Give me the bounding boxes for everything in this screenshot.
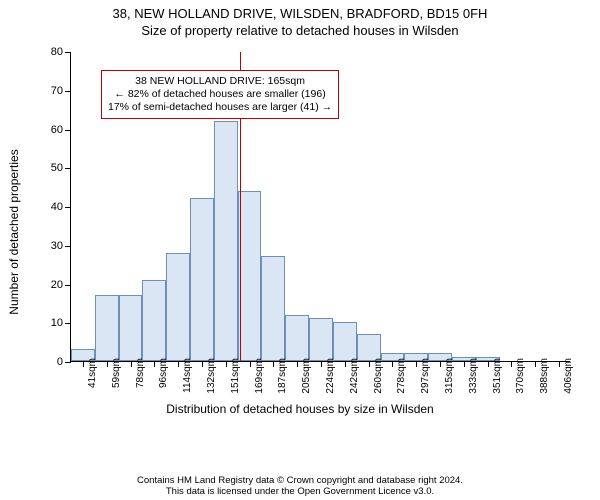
histogram-bar [333, 322, 357, 361]
histogram-bar [238, 191, 262, 362]
x-tick-label: 370sqm [515, 358, 526, 394]
x-tick-label: 41sqm [87, 358, 98, 388]
y-tick [65, 91, 71, 92]
y-tick [65, 362, 71, 363]
x-tick-label: 205sqm [301, 358, 312, 394]
x-tick-label: 406sqm [563, 358, 574, 394]
y-tick-label: 80 [37, 46, 63, 58]
annotation-line: 38 NEW HOLLAND DRIVE: 165sqm [108, 75, 332, 88]
y-tick [65, 323, 71, 324]
y-tick [65, 246, 71, 247]
x-tick [440, 361, 441, 367]
x-tick [416, 361, 417, 367]
y-tick [65, 168, 71, 169]
footer-line: This data is licensed under the Open Gov… [0, 487, 600, 498]
x-tick-label: 169sqm [254, 358, 265, 394]
x-tick [202, 361, 203, 367]
x-tick [131, 361, 132, 367]
x-tick-label: 351sqm [492, 358, 503, 394]
x-tick-label: 297sqm [420, 358, 431, 394]
x-tick [535, 361, 536, 367]
footer: Contains HM Land Registry data © Crown c… [0, 476, 600, 498]
x-tick [83, 361, 84, 367]
y-tick-label: 10 [37, 317, 63, 329]
x-tick-label: 59sqm [111, 358, 122, 388]
chart-area: Number of detached properties 0102030405… [20, 42, 580, 422]
plot-area: 0102030405060708041sqm59sqm78sqm96sqm114… [70, 52, 570, 362]
histogram-bar [166, 253, 190, 362]
x-tick [321, 361, 322, 367]
y-axis-label: Number of detached properties [7, 149, 21, 314]
x-tick-label: 78sqm [135, 358, 146, 388]
x-tick-label: 224sqm [325, 358, 336, 394]
y-tick [65, 130, 71, 131]
x-tick [297, 361, 298, 367]
x-tick-label: 260sqm [373, 358, 384, 394]
x-tick [559, 361, 560, 367]
x-tick [273, 361, 274, 367]
y-tick-label: 40 [37, 201, 63, 213]
y-tick [65, 207, 71, 208]
y-tick-label: 0 [37, 356, 63, 368]
x-tick-label: 315sqm [444, 358, 455, 394]
x-tick [154, 361, 155, 367]
y-tick-label: 60 [37, 124, 63, 136]
annotation-box: 38 NEW HOLLAND DRIVE: 165sqm ← 82% of de… [101, 70, 339, 119]
x-tick [345, 361, 346, 367]
y-tick [65, 285, 71, 286]
x-tick-label: 333sqm [468, 358, 479, 394]
histogram-bar [261, 256, 285, 361]
x-tick-label: 151sqm [230, 358, 241, 394]
chart-title: 38, NEW HOLLAND DRIVE, WILSDEN, BRADFORD… [0, 6, 600, 21]
histogram-bar [357, 334, 381, 361]
annotation-line: 17% of semi-detached houses are larger (… [108, 101, 332, 114]
annotation-line: ← 82% of detached houses are smaller (19… [108, 88, 332, 101]
y-tick [65, 52, 71, 53]
x-tick [226, 361, 227, 367]
histogram-bar [285, 315, 309, 362]
x-tick-label: 132sqm [206, 358, 217, 394]
x-axis-label: Distribution of detached houses by size … [20, 402, 580, 416]
x-tick [392, 361, 393, 367]
histogram-bar [214, 121, 238, 361]
histogram-bar [309, 318, 333, 361]
y-tick-label: 50 [37, 162, 63, 174]
x-tick [511, 361, 512, 367]
x-tick-label: 242sqm [349, 358, 360, 394]
x-tick [464, 361, 465, 367]
x-tick-label: 114sqm [182, 358, 193, 393]
y-tick-label: 70 [37, 85, 63, 97]
x-tick-label: 96sqm [158, 358, 169, 388]
histogram-bar [119, 295, 143, 361]
histogram-bar [142, 280, 166, 361]
x-tick [250, 361, 251, 367]
y-tick-label: 20 [37, 279, 63, 291]
x-tick [107, 361, 108, 367]
x-tick [178, 361, 179, 367]
histogram-bar [190, 198, 214, 361]
y-tick-label: 30 [37, 240, 63, 252]
x-tick [369, 361, 370, 367]
x-tick-label: 278sqm [396, 358, 407, 394]
x-tick-label: 187sqm [277, 358, 288, 394]
x-tick-label: 388sqm [539, 358, 550, 394]
chart-subtitle: Size of property relative to detached ho… [0, 21, 600, 38]
x-tick [488, 361, 489, 367]
histogram-bar [95, 295, 119, 361]
